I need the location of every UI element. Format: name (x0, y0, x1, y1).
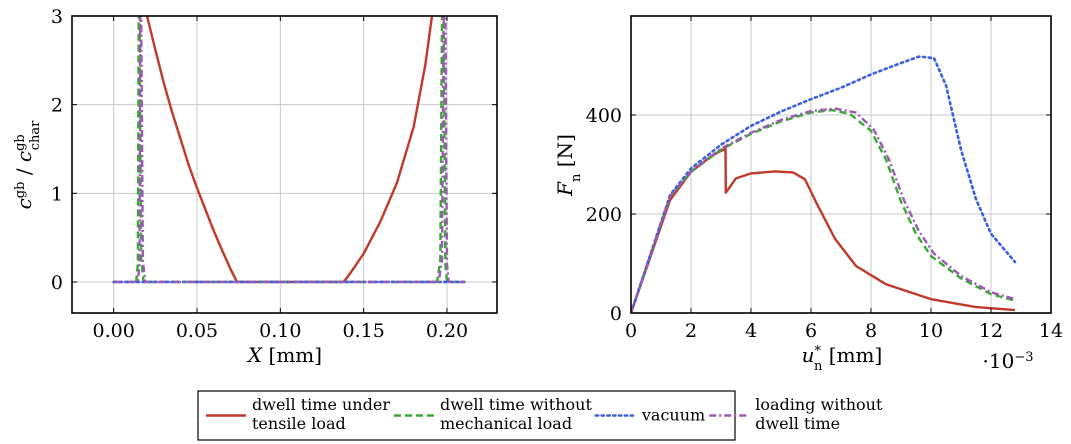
y-tick-label: 3 (51, 6, 63, 28)
y-tick-label: 2 (51, 95, 63, 117)
series-line-purple (113, 16, 466, 284)
x-tick-label: 6 (805, 320, 817, 342)
legend-label: mechanical load (440, 414, 572, 433)
series-line-purple (631, 107, 1016, 313)
y-tick-label: 200 (586, 204, 622, 226)
x-tick-label: 0.15 (343, 320, 385, 342)
chart-2: 0 2 4 6 8 10 12 14 0 200 400 (586, 15, 1063, 342)
chart-1: 0.00 0.05 0.10 0.15 0.20 0 1 2 3 (51, 6, 498, 342)
y-tick-label: 1 (51, 183, 63, 205)
series-line-blue (631, 55, 1017, 313)
y-tick-label: 0 (51, 272, 63, 294)
series-line-green (631, 108, 1016, 313)
x-tick-label: 0.20 (426, 320, 468, 342)
x-tick-label: 4 (745, 320, 757, 342)
x-tick-label: 0.05 (176, 320, 218, 342)
x-axis-label: X [mm] (246, 343, 322, 367)
plot-frame (71, 15, 498, 314)
y-axis-label: Fn [N] (553, 134, 584, 197)
x-tick-label: 10 (919, 320, 943, 342)
series-line-red (145, 16, 434, 284)
x-tick-label: 12 (979, 320, 1003, 342)
x-tick-label: 0 (625, 320, 637, 342)
legend-box (197, 390, 736, 441)
legend-label: dwell time without (440, 395, 592, 414)
legend-item-blue: vacuum (594, 406, 705, 425)
legend-label: dwell time under (252, 395, 390, 414)
x-tick-label: 8 (865, 320, 877, 342)
x-tick-label: 0.10 (259, 320, 301, 342)
y-tick-label: 400 (586, 105, 622, 127)
x-axis-label: u* n [mm] (802, 343, 883, 374)
plot-frame (630, 15, 1052, 314)
x-tick-label: 2 (685, 320, 697, 342)
legend-label: tensile load (252, 414, 346, 433)
legend-label: vacuum (641, 406, 705, 425)
legend-label: dwell time (755, 414, 840, 433)
x-tick-label: 14 (1039, 320, 1063, 342)
legend-label: loading without (755, 395, 883, 414)
x-scale-label: ·10−3 (983, 349, 1034, 373)
x-tick-label: 0.00 (93, 320, 135, 342)
y-tick-label: 0 (610, 303, 622, 325)
series-line-green (113, 16, 466, 284)
y-axis-label: cgb / cgbchar (12, 120, 43, 210)
